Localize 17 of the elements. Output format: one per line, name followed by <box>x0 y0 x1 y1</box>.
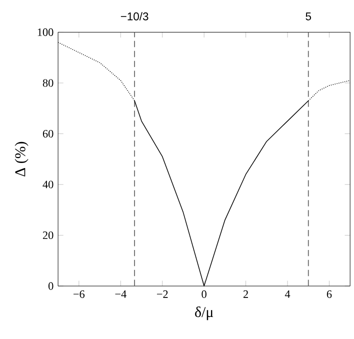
y-tick-label: 20 <box>42 231 54 239</box>
y-tick-label: 100 <box>38 28 54 36</box>
x-tick-label: −2 <box>156 290 168 298</box>
y-axis-title: Δ (%) <box>14 142 28 176</box>
y-tick-label: 80 <box>42 79 54 87</box>
x-tick-label: 0 <box>202 290 206 298</box>
y-tick-label: 0 <box>48 282 54 290</box>
x-tick-label: 6 <box>326 290 332 298</box>
x-axis-title: δ/μ <box>195 306 214 320</box>
x-tick-label: 2 <box>243 290 248 298</box>
y-tick-label: 40 <box>42 180 54 188</box>
ref-line-label: 5 <box>306 12 312 20</box>
x-tick-label: −4 <box>115 290 126 298</box>
x-tick-label: −6 <box>74 290 85 298</box>
ref-line-label: −10/3 <box>120 12 148 20</box>
x-tick-label: 4 <box>284 290 290 298</box>
y-tick-label: 60 <box>42 130 54 138</box>
